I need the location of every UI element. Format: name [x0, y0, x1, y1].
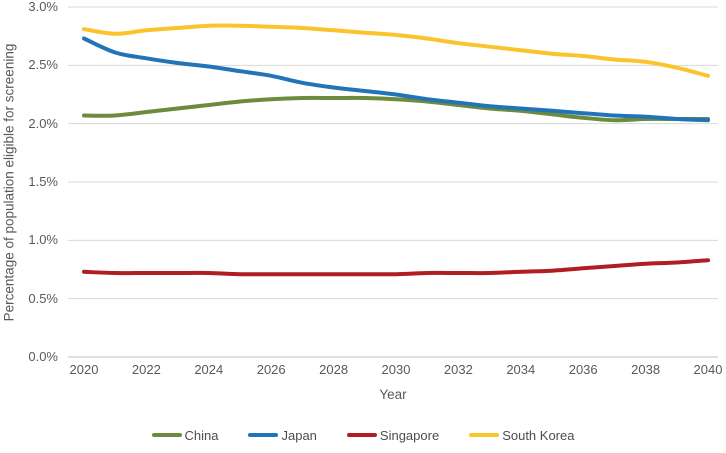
- legend: China Japan Singapore South Korea: [0, 426, 726, 444]
- y-tick-label: 2.0%: [28, 115, 58, 131]
- series-line-singapore: [82, 258, 710, 277]
- x-tick-label: 2038: [631, 362, 661, 377]
- x-tick-label: 2040: [693, 362, 723, 377]
- x-tick-label: 2020: [69, 362, 99, 377]
- legend-label: China: [184, 427, 219, 443]
- legend-item-japan: Japan: [248, 427, 317, 443]
- x-tick-label: 2022: [131, 362, 161, 377]
- legend-label: South Korea: [502, 427, 575, 443]
- legend-marker-china: [151, 433, 182, 437]
- x-tick-label: 2024: [194, 362, 224, 377]
- y-tick-label: 2.5%: [28, 57, 58, 73]
- series-line-china: [82, 95, 710, 123]
- legend-marker-south-korea: [469, 433, 500, 437]
- y-tick-label: 3.0%: [28, 0, 58, 14]
- x-tick-label: 2032: [443, 362, 473, 377]
- legend-marker-japan: [248, 433, 279, 437]
- x-tick-label: 2030: [381, 362, 411, 377]
- y-tick-label: 0.0%: [28, 349, 58, 364]
- legend-item-south-korea: South Korea: [469, 428, 574, 443]
- x-tick-label: 2034: [506, 362, 536, 377]
- legend-marker-singapore: [346, 433, 377, 437]
- legend-label: Singapore: [379, 427, 440, 443]
- y-tick-label: 1.5%: [28, 174, 58, 189]
- legend-label: Japan: [281, 427, 317, 443]
- y-tick-label: 1.0%: [28, 232, 58, 248]
- y-tick-label: 0.5%: [28, 290, 58, 306]
- legend-item-china: China: [151, 427, 219, 443]
- plot-area: [68, 6, 718, 358]
- x-tick-label: 2026: [256, 362, 286, 377]
- legend-item-singapore: Singapore: [346, 427, 440, 443]
- series-line-japan: [82, 36, 710, 123]
- x-axis-title: Year: [379, 387, 407, 402]
- series-line-south-korea: [82, 23, 710, 78]
- x-tick-label: 2036: [568, 362, 598, 377]
- x-tick-label: 2028: [319, 362, 349, 377]
